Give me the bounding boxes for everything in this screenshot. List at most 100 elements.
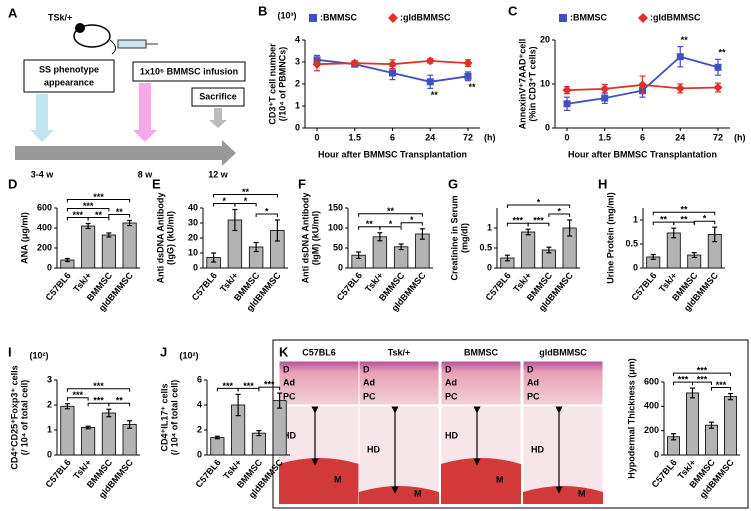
data-point <box>638 80 647 90</box>
x-axis-label: Hour after BMMSC Transplantation <box>318 149 467 159</box>
y-tick-label: 0 <box>193 262 198 272</box>
y-axis-label: (IgG) (kU/ml) <box>165 211 175 265</box>
x-unit: (h) <box>734 132 746 142</box>
bar <box>81 225 96 269</box>
y-tick-label: 0 <box>487 262 492 272</box>
bar <box>210 437 225 456</box>
box-text: 1x10⁶ BMMSC infusion <box>140 66 238 76</box>
y-tick-label: 1 <box>295 100 300 110</box>
time-arrow <box>133 83 157 142</box>
bar <box>122 424 137 456</box>
time-arrow <box>30 94 54 142</box>
histology-top <box>278 360 360 406</box>
panel-letter: K <box>279 344 289 359</box>
layer-label: M <box>578 488 586 498</box>
significance-label: ** <box>116 396 124 406</box>
panel-letter: B <box>258 3 267 18</box>
data-point <box>464 72 472 80</box>
significance-label: *** <box>72 210 83 220</box>
significance-bracket <box>234 203 257 207</box>
x-tick-label: C57BL6 <box>650 457 679 489</box>
y-tick-label: 400 <box>37 222 52 232</box>
bar <box>101 412 116 456</box>
histology-top <box>440 360 522 406</box>
y-tick-label: 600 <box>37 202 52 212</box>
legend-marker <box>309 14 317 22</box>
significance-label: ** <box>242 187 250 197</box>
significance-label: * <box>410 215 414 225</box>
x-tick-label: C57BL6 <box>629 270 658 302</box>
y-tick-label: 0 <box>197 449 202 459</box>
y-axis-label: Creatinine in Serum <box>449 195 459 280</box>
bar <box>101 234 116 269</box>
layer-label: HD <box>367 444 380 454</box>
layer-label: Ad <box>283 377 295 387</box>
x-axis-label: Hour after BMMSC Transplantation <box>568 149 717 159</box>
panel-letter: J <box>160 344 167 359</box>
panel-letter: F <box>298 176 306 191</box>
significance-label: *** <box>93 192 104 202</box>
data-point <box>563 100 571 108</box>
x-tick-label: 72 <box>463 132 473 142</box>
bar <box>705 424 718 456</box>
legend-label: :BMMSC <box>320 12 357 22</box>
y-axis-label: CD4⁺CD25⁺Foxp3⁺ cells <box>9 365 19 469</box>
y-axis-label: (mg/dl) <box>459 223 469 253</box>
significance-label: *** <box>697 365 708 375</box>
significance-bracket <box>87 217 110 221</box>
significance-bracket <box>379 226 402 230</box>
layer-label: D <box>283 364 290 374</box>
x-tick-label: C57BL6 <box>335 270 364 302</box>
box-text: Sacrifice <box>199 91 237 101</box>
significance-label: ** <box>366 219 374 229</box>
y-axis-label: CD3⁺T cell number <box>267 43 277 125</box>
y-tick-label: 0 <box>295 122 300 132</box>
data-point <box>388 59 397 69</box>
bar <box>251 432 266 456</box>
y-tick-label: 6 <box>197 374 202 384</box>
axis-multiplier: (10³) <box>277 10 296 20</box>
panel-letter: A <box>8 5 18 20</box>
significance-label: ** <box>680 205 688 215</box>
y-tick-label: 0 <box>633 262 638 272</box>
y-tick-label: 30 <box>188 217 198 227</box>
column-title: gldBMMSC <box>539 347 587 357</box>
data-point <box>425 56 435 66</box>
layer-label: PC <box>363 391 376 401</box>
significance-bracket <box>213 194 278 198</box>
y-tick-label: 1 <box>633 214 638 224</box>
y-tick-label: 0.5 <box>479 242 492 252</box>
column-title: BMMSC <box>464 347 498 357</box>
y-tick-label: 400 <box>644 401 659 411</box>
muscle-layer <box>523 486 603 504</box>
x-tick-label: 6 <box>640 132 645 142</box>
data-point <box>675 83 685 93</box>
y-axis-label: (IgM) (kU/ml) <box>310 211 320 266</box>
x-tick-label: 0 <box>564 132 569 142</box>
bar <box>372 236 388 269</box>
layer-label: D <box>363 364 370 374</box>
histology-bottom <box>358 405 440 505</box>
significance-bracket <box>66 388 131 392</box>
y-tick-label: 1 <box>47 424 52 434</box>
y-axis-label: AnnexinV⁺7AAD⁺cell <box>517 39 527 130</box>
significance-bracket <box>673 372 731 377</box>
y-tick-label: 0 <box>47 262 52 272</box>
timeline-arrow <box>15 140 236 166</box>
legend-label: :gldBMMSC <box>400 12 451 22</box>
time-label: 12 w <box>208 169 229 179</box>
significance-label: ** <box>468 82 476 92</box>
x-tick-label: C57BL6 <box>44 457 73 489</box>
significance-label: * <box>265 206 269 216</box>
data-point <box>601 94 609 102</box>
significance-label: *** <box>512 216 523 226</box>
panel-a: A TSk/+ SS phenotype appearance 1x10⁶ BM… <box>8 5 246 179</box>
significance-label: * <box>557 206 561 216</box>
legend-marker <box>388 13 398 23</box>
bar <box>521 231 536 269</box>
significance-label: *** <box>716 380 727 390</box>
y-tick-label: 150 <box>328 202 343 212</box>
y-tick-label: 4 <box>295 34 300 44</box>
significance-label: *** <box>93 396 104 406</box>
histology-top <box>522 360 604 406</box>
